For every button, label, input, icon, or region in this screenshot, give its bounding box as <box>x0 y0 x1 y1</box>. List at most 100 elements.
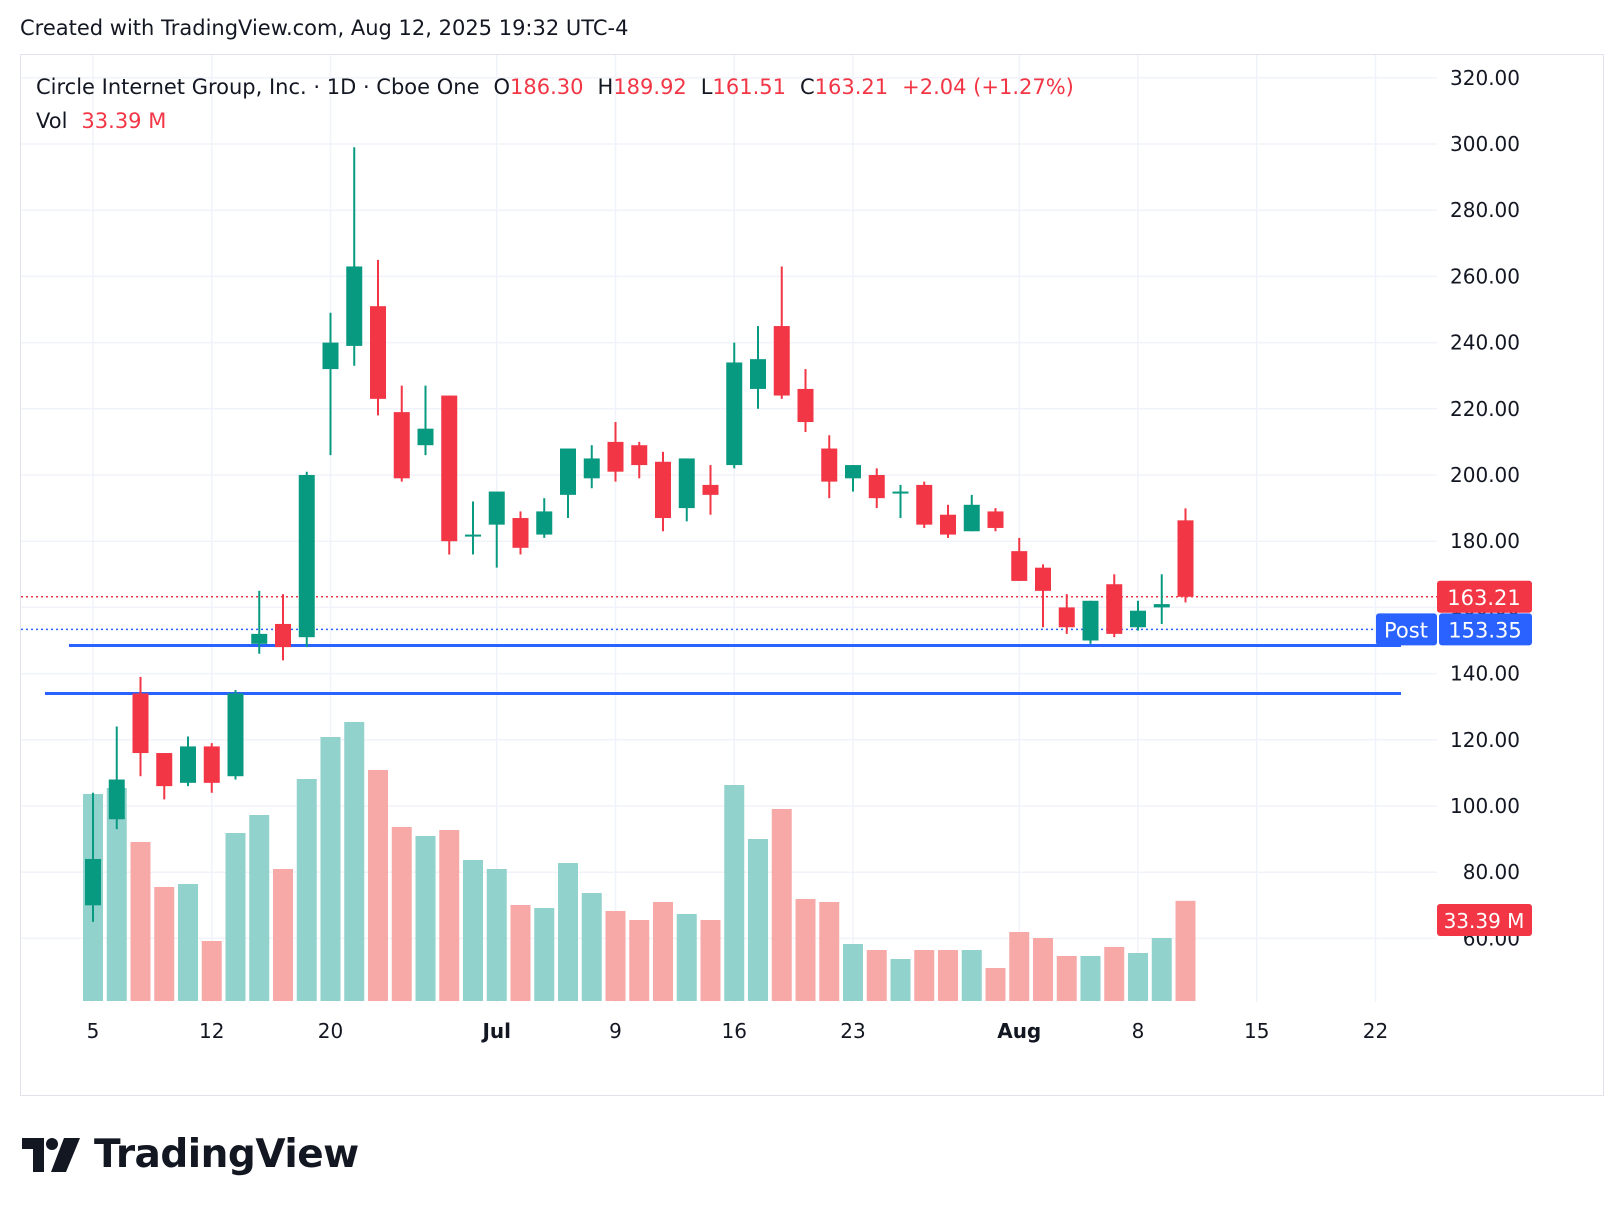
candle <box>773 266 790 399</box>
volume-bar <box>1151 938 1172 1001</box>
candle-body <box>85 858 101 906</box>
candle-body <box>370 306 386 399</box>
low-value: 161.51 <box>712 75 786 99</box>
price-tick-label: 140.00 <box>1450 662 1520 686</box>
candle <box>750 326 766 409</box>
volume-bar <box>724 785 745 1001</box>
support-lines[interactable] <box>21 596 1437 695</box>
candle <box>655 451 671 532</box>
candle <box>108 726 125 830</box>
candle <box>797 369 814 432</box>
change-value: +2.04 (+1.27%) <box>902 75 1074 99</box>
volume-bar <box>890 959 911 1001</box>
post-price-badge-text: 153.35 <box>1448 618 1521 642</box>
candle <box>678 458 695 522</box>
price-tick-label: 200.00 <box>1450 463 1520 487</box>
candle <box>726 342 743 469</box>
candle-body <box>1130 610 1146 628</box>
candle-body <box>1082 600 1099 641</box>
candle-body <box>1035 567 1051 591</box>
candle <box>512 511 529 555</box>
candle <box>940 504 956 538</box>
candle <box>560 448 576 519</box>
tradingview-logo[interactable]: TradingView <box>22 1132 359 1177</box>
post-label-text: Post <box>1384 618 1428 642</box>
time-tick-label: Aug <box>997 1019 1041 1043</box>
created-with-text: Created with TradingView.com, Aug 12, 20… <box>20 16 629 40</box>
candle-body <box>750 359 766 389</box>
volume-bar <box>368 770 388 1001</box>
volume-bar <box>1056 956 1077 1001</box>
candle-body <box>465 534 481 537</box>
candle-body <box>631 445 648 466</box>
last-price-badge-text: 163.21 <box>1447 586 1520 610</box>
candle-body <box>845 465 861 479</box>
candle-body <box>892 491 909 494</box>
volume-bar <box>439 830 460 1001</box>
time-tick-label: 20 <box>318 1019 343 1043</box>
volume-bar <box>653 902 673 1001</box>
candle-body <box>1058 607 1075 628</box>
time-tick-label: 22 <box>1363 1019 1388 1043</box>
candle-body <box>821 448 838 482</box>
candle <box>488 491 505 568</box>
candle <box>583 445 600 489</box>
time-tick-label: Jul <box>480 1019 511 1043</box>
candle-body <box>560 448 576 495</box>
candle <box>346 147 363 366</box>
volume-bar <box>581 893 602 1001</box>
candle-body <box>132 693 149 754</box>
candle <box>702 465 719 515</box>
chart-pane[interactable] <box>20 54 1604 1096</box>
volume-bars <box>83 722 1196 1001</box>
volume-bar <box>819 902 840 1001</box>
candle-body <box>655 461 671 519</box>
volume-bar <box>1128 953 1148 1001</box>
candle <box>1082 600 1099 644</box>
symbol-title[interactable]: Circle Internet Group, Inc. · 1D · Cboe … <box>36 75 480 99</box>
candle-body <box>1011 551 1028 581</box>
price-tick-label: 220.00 <box>1450 397 1520 421</box>
candle <box>916 481 933 528</box>
candle-body <box>512 518 529 548</box>
volume-bar <box>629 920 650 1001</box>
candle <box>251 590 268 654</box>
volume-bar <box>938 950 958 1001</box>
candle <box>1011 537 1028 581</box>
volume-bar <box>1175 900 1196 1001</box>
volume-bar <box>510 905 531 1001</box>
price-tick-label: 300.00 <box>1450 132 1520 156</box>
volume-bar <box>1009 932 1030 1001</box>
candle-body <box>346 266 363 346</box>
volume-bar <box>106 788 127 1001</box>
volume-bar <box>178 884 198 1001</box>
candle <box>845 465 861 492</box>
price-tick-label: 240.00 <box>1450 331 1520 355</box>
candle <box>417 385 434 456</box>
chart-legend: Circle Internet Group, Inc. · 1D · Cboe … <box>36 70 1074 138</box>
volume-bar <box>1104 947 1125 1001</box>
candle <box>156 753 173 800</box>
volume-bar <box>985 968 1006 1001</box>
time-tick-label: 8 <box>1132 1019 1145 1043</box>
price-axis[interactable]: 320.00 300.00 280.00 260.00 240.00 220.00 200.… <box>1450 66 1520 951</box>
candle-body <box>417 428 434 446</box>
brand-wordmark: TradingView <box>94 1132 359 1177</box>
volume-bar <box>320 737 341 1001</box>
volume-badge-text: 33.39 M <box>1444 909 1525 933</box>
last-price-badge <box>1437 580 1532 613</box>
time-tick-label: 5 <box>87 1019 100 1043</box>
volume-bar <box>1033 938 1053 1001</box>
volume-bar <box>914 950 935 1001</box>
time-axis[interactable]: 5 12 20 Jul 9 16 23 Aug 8 15 22 <box>87 1019 1389 1043</box>
candle-body <box>322 342 339 370</box>
volume-bar <box>558 863 578 1001</box>
volume-bar <box>201 941 222 1001</box>
close-label: C <box>799 75 815 99</box>
candle <box>536 498 553 538</box>
candle <box>180 736 196 787</box>
volume-bar <box>676 914 697 1001</box>
candle <box>963 494 980 532</box>
candle-body <box>108 779 125 820</box>
